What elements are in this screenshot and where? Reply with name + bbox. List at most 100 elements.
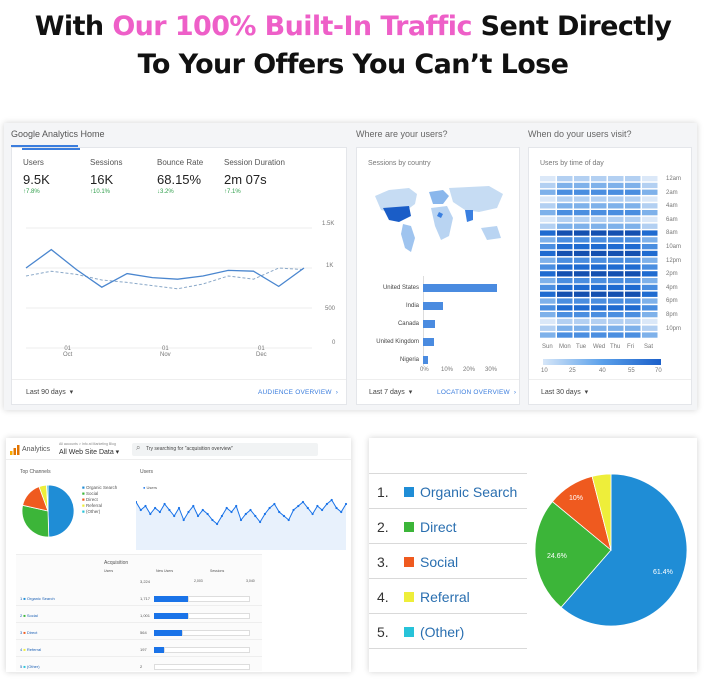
headline-highlight: Our 100% Built-In Traffic bbox=[112, 11, 472, 42]
users-point bbox=[136, 500, 138, 504]
heatmap-cell bbox=[574, 203, 590, 209]
users-by-time-label: Users by time of day bbox=[540, 160, 604, 167]
heatmap-cell bbox=[642, 318, 658, 325]
users-point bbox=[340, 510, 343, 514]
day-label: Sat bbox=[644, 344, 654, 350]
metric-users[interactable]: Users 9.5K ↑7.8% bbox=[23, 158, 50, 195]
heatmap-cell bbox=[625, 250, 641, 257]
date-range-dropdown[interactable]: Last 90 days ▾ bbox=[26, 389, 74, 396]
heatmap-cell bbox=[557, 216, 573, 223]
heatmap-cell bbox=[625, 189, 641, 195]
channel-legend-item: ■ Social bbox=[82, 491, 99, 496]
heatmap-cell bbox=[574, 291, 590, 297]
users-point bbox=[168, 508, 171, 512]
heatmap-cell bbox=[642, 298, 658, 304]
y-tick-1000: 1K bbox=[326, 263, 334, 269]
country-bar bbox=[423, 320, 435, 328]
scale-55: 55 bbox=[628, 368, 635, 374]
pie-slice bbox=[21, 504, 50, 538]
heatmap-cell bbox=[557, 332, 573, 338]
acquisition-row[interactable]: 4 ■ Referral 197 bbox=[16, 643, 262, 657]
heatmap-cell bbox=[591, 250, 607, 257]
day-label: Mon bbox=[559, 344, 571, 350]
row-bar bbox=[154, 630, 182, 636]
heatmap-cell bbox=[574, 196, 590, 202]
users-point bbox=[278, 510, 281, 514]
heatmap-cell bbox=[625, 264, 641, 270]
users-point bbox=[158, 510, 161, 514]
card-divider bbox=[357, 379, 519, 380]
row-label: 4 ■ Referral bbox=[20, 647, 42, 652]
heatmap-cell bbox=[608, 284, 624, 291]
legend-row-other: 5. (Other) bbox=[369, 614, 527, 649]
row-bar-track bbox=[188, 596, 250, 602]
users-point bbox=[206, 512, 209, 516]
acquisition-row[interactable]: 3 ■ Direct 564 bbox=[16, 626, 262, 640]
row-bar-track bbox=[182, 630, 250, 636]
metric-session-duration[interactable]: Session Duration 2m 07s ↑7.1% bbox=[224, 158, 285, 195]
heatmap-cell bbox=[642, 210, 658, 216]
search-input[interactable]: ⌕ Try searching for "acquisition overvie… bbox=[132, 443, 318, 456]
heatmap-cell bbox=[540, 318, 556, 325]
heatmap-cell bbox=[608, 318, 624, 325]
heatmap-cell bbox=[574, 237, 590, 243]
day-label: Wed bbox=[593, 344, 606, 350]
heatmap-cell bbox=[591, 264, 607, 270]
users-point bbox=[244, 512, 247, 516]
scale-70: 70 bbox=[655, 368, 662, 374]
heatmap-cell bbox=[625, 203, 641, 209]
row-value: 2 bbox=[140, 664, 143, 669]
heatmap-cell bbox=[557, 298, 573, 304]
acquisition-row[interactable]: 2 ■ Social 1,001 bbox=[16, 609, 262, 623]
heatmap-cell bbox=[557, 284, 573, 291]
x-tick-10: 10% bbox=[441, 367, 454, 373]
users-point bbox=[335, 506, 338, 510]
card-divider bbox=[529, 379, 691, 380]
legend-row-direct: 2. Direct bbox=[369, 509, 527, 544]
analytics-top-bar: Analytics All accounts > Info at Marketi… bbox=[6, 438, 351, 460]
heatmap-cell bbox=[625, 325, 641, 331]
acquisition-row[interactable]: 5 ■ (Other) 2 bbox=[16, 660, 262, 674]
legend-header bbox=[369, 438, 527, 474]
hour-label: 2pm bbox=[666, 271, 678, 278]
heatmap-cell bbox=[574, 230, 590, 236]
acquisition-row[interactable]: 1 ■ Organic Search 1,717 bbox=[16, 592, 262, 606]
ga-home-screenshot: Google Analytics Home Where are your use… bbox=[4, 123, 697, 410]
pie-slice bbox=[534, 500, 612, 608]
heatmap-cell bbox=[540, 264, 556, 270]
location-overview-link[interactable]: LOCATION OVERVIEW › bbox=[437, 389, 517, 396]
heatmap-cell bbox=[608, 210, 624, 216]
heatmap-cell bbox=[591, 182, 607, 189]
channel-breakdown-screenshot: 1. Organic Search 2. Direct 3. Social 4. Ref… bbox=[369, 438, 697, 672]
col-users: Users bbox=[104, 569, 114, 573]
heatmap-cell bbox=[591, 176, 607, 182]
heatmap-cell bbox=[540, 244, 556, 250]
heatmap-cell bbox=[608, 257, 624, 263]
hour-label: 12am bbox=[666, 176, 682, 182]
direct-swatch bbox=[404, 522, 414, 532]
heatmap-cell bbox=[540, 237, 556, 243]
users-point bbox=[216, 522, 219, 526]
heatmap-cell bbox=[608, 216, 624, 223]
heatmap-cell bbox=[642, 230, 658, 236]
heatmap-cell bbox=[591, 237, 607, 243]
property-selector[interactable]: All Web Site Data ▾ bbox=[59, 449, 120, 456]
date-range-dropdown[interactable]: Last 7 days ▾ bbox=[369, 389, 413, 396]
previous-period-line bbox=[25, 267, 305, 290]
heatmap-cell bbox=[574, 216, 590, 223]
analytics-app-screenshot: Analytics All accounts > Info at Marketi… bbox=[6, 438, 351, 674]
users-point bbox=[225, 506, 228, 510]
metric-sessions[interactable]: Sessions 16K ↑10.1% bbox=[90, 158, 123, 195]
heatmap-cell bbox=[557, 278, 573, 284]
when-users-title: When do your users visit? bbox=[528, 129, 632, 139]
heatmap-cell bbox=[540, 312, 556, 318]
heatmap-cell bbox=[625, 237, 641, 243]
heatmap-cell bbox=[642, 312, 658, 318]
date-range-dropdown[interactable]: Last 30 days ▾ bbox=[541, 389, 589, 396]
sessions-tick-1: 2,003 bbox=[194, 579, 203, 583]
channel-legend-item: ■ Referral bbox=[82, 503, 102, 508]
metric-bounce-rate[interactable]: Bounce Rate 68.15% ↓3.2% bbox=[157, 158, 204, 195]
headline-line2: To Your Offers You Can’t Lose bbox=[137, 49, 569, 80]
audience-overview-link[interactable]: AUDIENCE OVERVIEW › bbox=[258, 389, 339, 396]
row-label: 5 ■ (Other) bbox=[20, 664, 40, 669]
